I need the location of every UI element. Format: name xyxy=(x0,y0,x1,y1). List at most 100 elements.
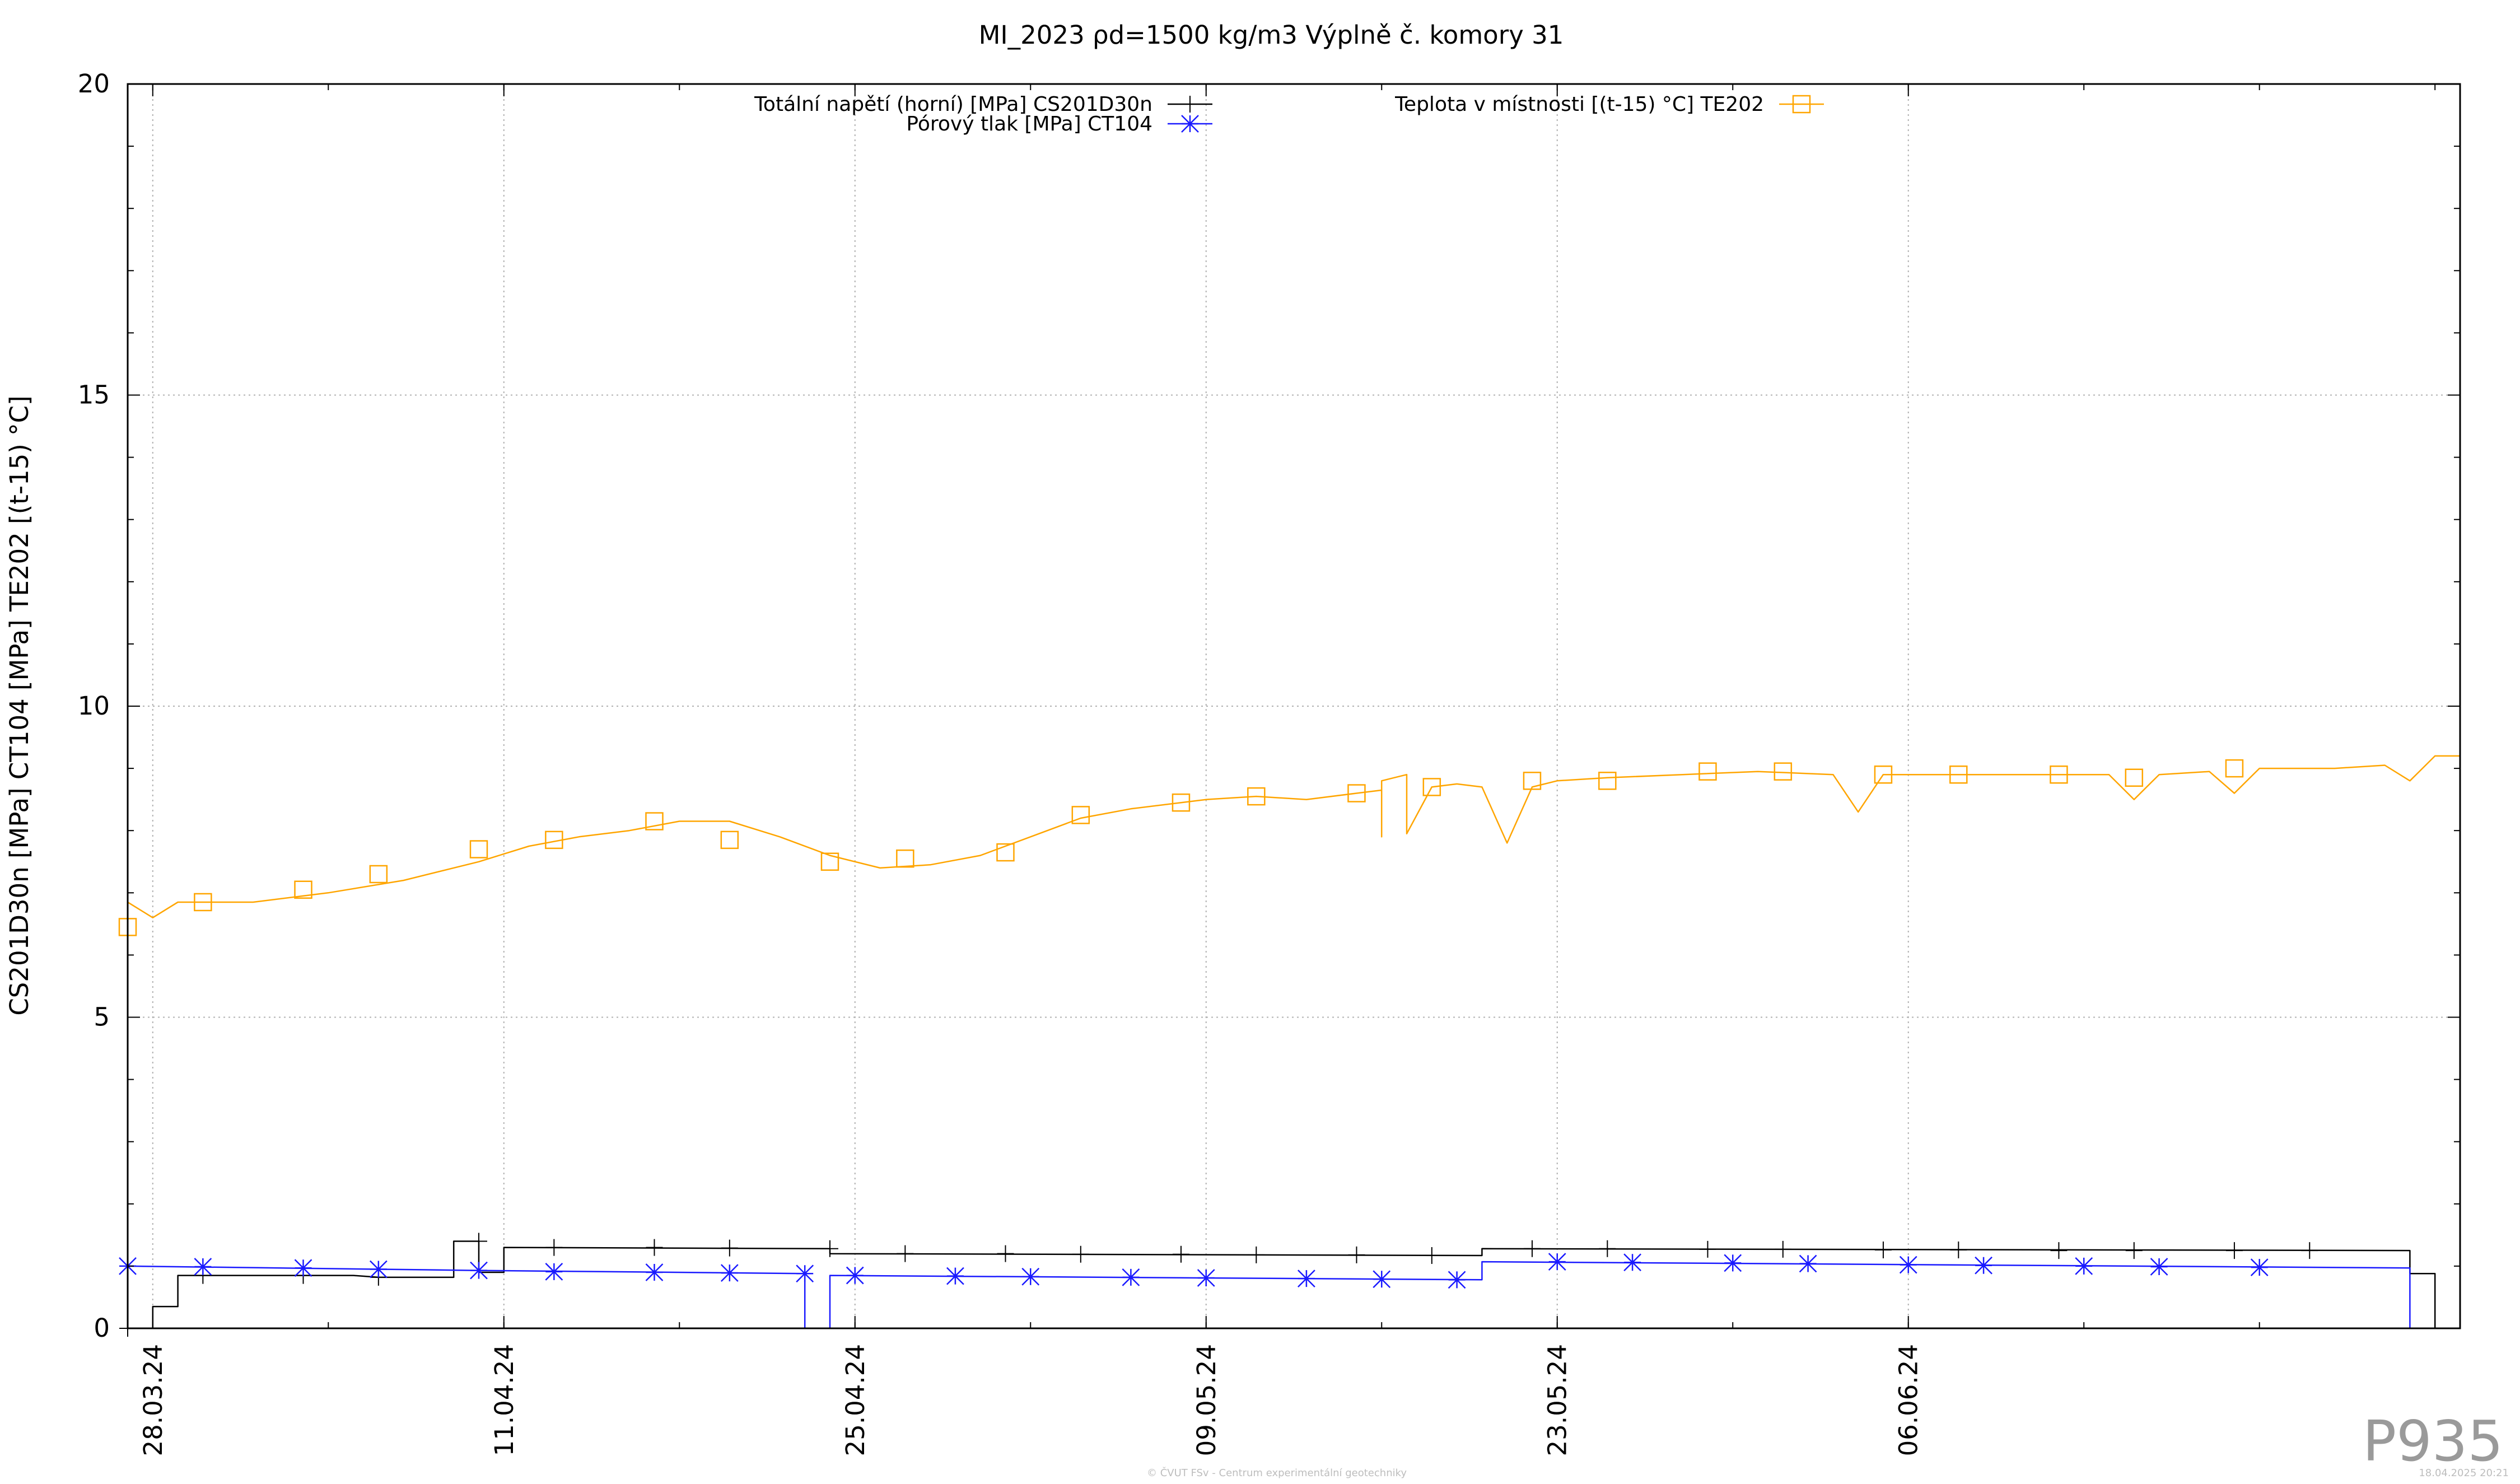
data-point xyxy=(470,1261,488,1280)
series-layer xyxy=(118,755,2460,1337)
data-point xyxy=(469,840,488,858)
data-point xyxy=(1949,765,1968,784)
legend-swatch-marker xyxy=(1792,95,1811,114)
data-point xyxy=(2050,1242,2068,1259)
data-point xyxy=(796,1264,814,1283)
data-point xyxy=(2125,1242,2143,1259)
data-point xyxy=(2301,1242,2318,1259)
y-tick-label: 5 xyxy=(94,1002,110,1032)
data-point xyxy=(1598,772,1617,790)
data-point xyxy=(1774,1240,1791,1258)
data-point xyxy=(369,865,388,884)
data-point xyxy=(1874,1242,1892,1259)
x-tick-label: 25.04.24 xyxy=(841,1344,870,1456)
data-point xyxy=(821,1240,838,1257)
y-tick-label: 10 xyxy=(78,691,110,721)
data-point xyxy=(820,852,839,871)
legend-label: Totální napětí (horní) [MPa] CS201D30n xyxy=(754,93,1152,116)
data-point xyxy=(2250,1258,2269,1277)
data-point xyxy=(1348,1246,1365,1263)
data-point xyxy=(1523,1240,1541,1257)
data-point xyxy=(721,1239,738,1257)
legend: Totální napětí (horní) [MPa] CS201D30nPó… xyxy=(754,93,1824,136)
x-tick-label: 06.06.24 xyxy=(1894,1344,1924,1456)
x-tick-label: 11.04.24 xyxy=(489,1344,519,1456)
data-point xyxy=(1950,1242,1967,1259)
data-point xyxy=(1422,778,1441,796)
data-point xyxy=(1423,1247,1440,1264)
data-point xyxy=(1799,1254,1817,1273)
data-point xyxy=(1021,1267,1040,1286)
data-point xyxy=(194,1258,212,1276)
data-point xyxy=(470,1233,487,1250)
footer-credit: © ČVUT FSv - Centrum experimentální geot… xyxy=(1147,1467,1407,1479)
data-point xyxy=(846,1266,864,1285)
data-point xyxy=(645,812,664,830)
data-point xyxy=(1698,762,1717,781)
data-point xyxy=(1122,1268,1140,1286)
data-point xyxy=(720,1264,739,1282)
chart-title: MI_2023 ρd=1500 kg/m3 Výplně č. komory 3… xyxy=(979,20,1564,50)
data-point xyxy=(1248,1246,1265,1263)
data-point xyxy=(1172,793,1191,812)
series-3 xyxy=(118,755,2460,936)
footer-date: 18.04.2025 20:21 xyxy=(2419,1467,2509,1479)
grid xyxy=(128,84,2460,1328)
data-point xyxy=(997,1245,1014,1262)
data-point xyxy=(1071,806,1090,824)
data-point xyxy=(1699,1240,1716,1258)
x-tick-label: 09.05.24 xyxy=(1192,1344,1221,1456)
data-point xyxy=(720,830,739,850)
data-point xyxy=(1523,772,1542,790)
data-point xyxy=(1874,765,1893,784)
y-tick-label: 20 xyxy=(78,69,110,99)
data-point xyxy=(2225,1242,2243,1259)
series-line xyxy=(128,1240,2460,1329)
x-tick-label: 28.03.24 xyxy=(138,1344,168,1456)
data-point xyxy=(2050,765,2068,784)
legend-label: Pórový tlak [MPa] CT104 xyxy=(906,113,1152,136)
data-point xyxy=(1774,762,1793,781)
data-point xyxy=(1347,784,1366,802)
data-point xyxy=(1623,1253,1641,1272)
data-point xyxy=(645,1263,664,1281)
x-tick-label: 23.05.24 xyxy=(1543,1344,1572,1456)
data-point xyxy=(2225,759,2244,778)
y-tick-label: 0 xyxy=(94,1313,110,1343)
data-point xyxy=(1548,1253,1566,1271)
series-line xyxy=(127,755,2460,927)
y-axis-label: CS201D30n [MPa] CT104 [MPa] TE202 [(t-15… xyxy=(4,395,34,1015)
axes: 0 5 10 15 20 28.03.24 11.04.24 25.04.24 09.05.24… xyxy=(78,69,2460,1456)
data-point xyxy=(545,830,563,850)
data-point xyxy=(1247,787,1266,806)
data-point xyxy=(294,1259,312,1277)
data-point xyxy=(1975,1256,1992,1275)
data-point xyxy=(2125,768,2144,787)
legend-swatch-marker xyxy=(1181,115,1199,133)
data-point xyxy=(1599,1240,1616,1257)
data-point xyxy=(1172,1245,1189,1263)
data-point xyxy=(1298,1270,1315,1288)
data-point xyxy=(1448,1271,1466,1289)
data-point xyxy=(1724,1254,1742,1272)
data-point xyxy=(897,1245,914,1262)
series-line xyxy=(127,1261,2460,1329)
data-point xyxy=(1072,1245,1089,1263)
legend-swatch-marker xyxy=(1182,96,1198,113)
data-point xyxy=(1373,1270,1391,1289)
y-tick-label: 15 xyxy=(78,380,110,410)
data-point xyxy=(545,1263,563,1281)
data-point xyxy=(2075,1257,2093,1275)
data-point xyxy=(369,1260,388,1278)
data-point xyxy=(545,1239,563,1256)
data-point xyxy=(294,880,312,899)
data-point xyxy=(2150,1258,2168,1276)
data-point xyxy=(646,1239,663,1256)
data-point xyxy=(896,849,914,868)
page-stamp: P935 xyxy=(2363,1408,2503,1474)
legend-label: Teplota v místnosti [(t-15) °C] TE202 xyxy=(1394,93,1764,116)
data-point xyxy=(1899,1256,1917,1274)
data-point xyxy=(194,893,212,912)
